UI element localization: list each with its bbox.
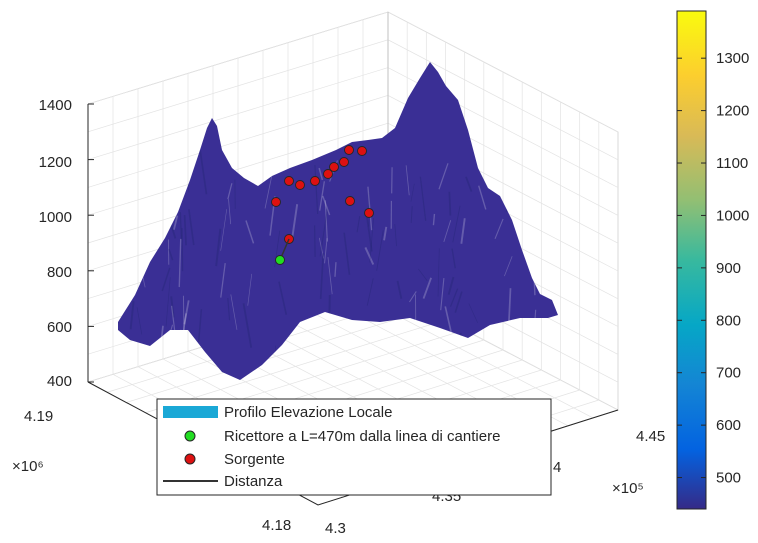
x-exponent: ×10⁵: [612, 480, 644, 497]
receiver-point: [276, 256, 285, 265]
x-tick-label: 4: [553, 459, 561, 476]
colorbar-tick-label: 1000: [716, 207, 749, 224]
colorbar-tick-label: 700: [716, 365, 741, 382]
legend-label: Distanza: [224, 473, 283, 490]
z-tick-label: 800: [47, 264, 72, 281]
terrain-ridge: [449, 192, 450, 216]
source-point: [296, 181, 305, 190]
source-point: [358, 147, 367, 156]
z-tick-label: 600: [47, 319, 72, 336]
z-tick-label: 1000: [39, 209, 72, 226]
y-tick-label: 4.18: [262, 517, 291, 534]
legend-swatch-surface: [163, 406, 218, 418]
legend-label: Profilo Elevazione Locale: [224, 404, 392, 421]
y-exponent: ×10⁶: [12, 458, 44, 475]
colorbar: 500 600 700 800 900 1000 1100 1200 1300: [677, 11, 749, 509]
z-tick-label: 1400: [39, 97, 72, 114]
source-point: [311, 177, 320, 186]
source-point: [330, 163, 339, 172]
source-point: [345, 146, 354, 155]
x-tick-label: 4.3: [325, 520, 346, 537]
source-point: [285, 177, 294, 186]
terrain-ridge: [315, 225, 316, 257]
source-point: [340, 158, 349, 167]
colorbar-tick-label: 900: [716, 260, 741, 277]
z-tick-label: 1200: [39, 154, 72, 171]
legend: Profilo Elevazione Locale Ricettore a L=…: [157, 399, 551, 495]
colorbar-tick-label: 1200: [716, 103, 749, 120]
z-axis-ticks: 400 600 800 1000 1200 1400: [39, 97, 72, 390]
legend-marker-receiver: [185, 431, 195, 441]
colorbar-gradient: [677, 11, 706, 509]
source-point: [346, 197, 355, 206]
colorbar-tick-label: 800: [716, 312, 741, 329]
source-point: [365, 209, 374, 218]
z-tick-label: 400: [47, 373, 72, 390]
legend-label: Ricettore a L=470m dalla linea di cantie…: [224, 428, 500, 445]
x-tick-label: 4.45: [636, 428, 665, 445]
colorbar-tick-label: 600: [716, 417, 741, 434]
source-point: [272, 198, 281, 207]
colorbar-tick-label: 1100: [716, 155, 748, 172]
legend-label: Sorgente: [224, 451, 285, 468]
legend-marker-source: [185, 454, 195, 464]
colorbar-tick-label: 1300: [716, 50, 749, 67]
y-tick-label: 4.19: [24, 408, 53, 425]
colorbar-tick-label: 500: [716, 470, 741, 487]
